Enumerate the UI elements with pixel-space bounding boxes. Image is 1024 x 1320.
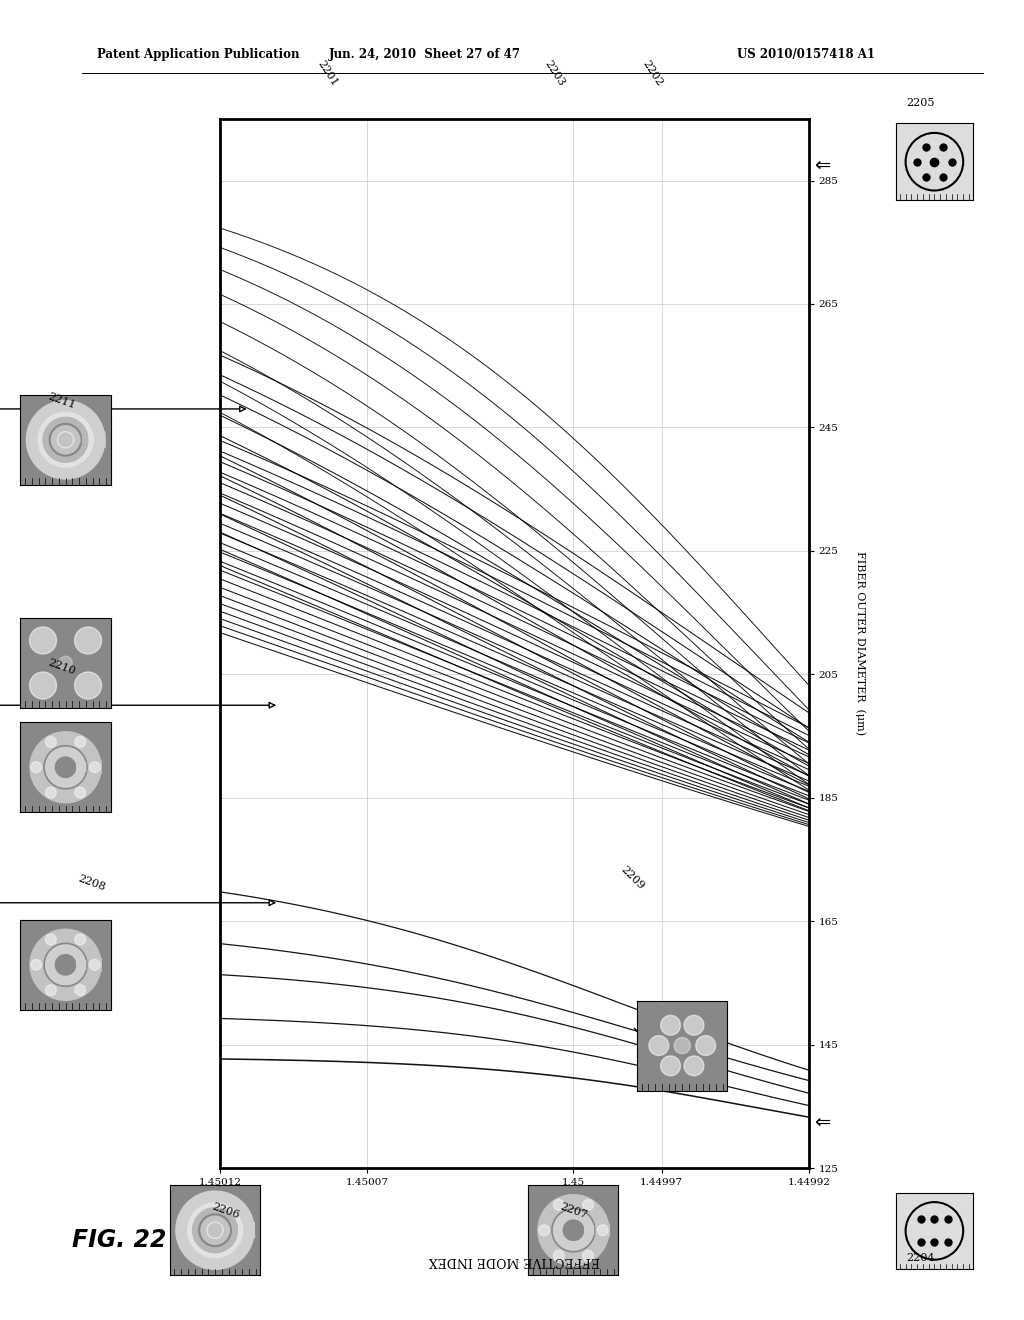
Circle shape <box>45 985 56 995</box>
Circle shape <box>553 1250 564 1261</box>
Circle shape <box>45 787 56 799</box>
Text: 2205: 2205 <box>906 98 935 108</box>
Text: US 2010/0157418 A1: US 2010/0157418 A1 <box>737 48 876 61</box>
Circle shape <box>539 1225 550 1236</box>
Circle shape <box>58 656 73 669</box>
Circle shape <box>684 1015 703 1035</box>
Circle shape <box>553 1200 564 1210</box>
Text: EFFECTIVE MODE INDEX: EFFECTIVE MODE INDEX <box>429 1254 600 1267</box>
Circle shape <box>660 1015 680 1035</box>
Circle shape <box>45 737 56 747</box>
Circle shape <box>75 935 86 945</box>
Circle shape <box>89 762 100 772</box>
Circle shape <box>695 1036 716 1056</box>
Circle shape <box>75 787 86 799</box>
Circle shape <box>597 1225 608 1236</box>
Text: Jun. 24, 2010  Sheet 27 of 47: Jun. 24, 2010 Sheet 27 of 47 <box>329 48 521 61</box>
Text: 2208: 2208 <box>77 874 106 892</box>
Circle shape <box>207 1222 223 1238</box>
Text: 2202: 2202 <box>641 58 665 88</box>
Text: 2207: 2207 <box>558 1201 589 1221</box>
Text: 2210: 2210 <box>46 657 76 676</box>
Text: 2211: 2211 <box>46 392 76 411</box>
Text: 2204: 2204 <box>906 1253 935 1263</box>
Circle shape <box>583 1250 594 1261</box>
Circle shape <box>660 1056 680 1076</box>
Circle shape <box>30 672 56 700</box>
Circle shape <box>31 960 42 970</box>
Text: 2209: 2209 <box>618 865 646 892</box>
Circle shape <box>649 1036 669 1056</box>
Circle shape <box>45 935 56 945</box>
Circle shape <box>75 627 101 653</box>
Circle shape <box>75 985 86 995</box>
Text: ⇐: ⇐ <box>814 1113 830 1131</box>
Y-axis label: FIBER OUTER DIAMETER  (μm): FIBER OUTER DIAMETER (μm) <box>855 552 865 735</box>
Text: Patent Application Publication: Patent Application Publication <box>97 48 300 61</box>
Text: 2201: 2201 <box>315 58 340 88</box>
Circle shape <box>684 1056 703 1076</box>
Text: FIG. 22: FIG. 22 <box>72 1229 166 1253</box>
Text: 2203: 2203 <box>543 58 566 88</box>
Text: 2206: 2206 <box>210 1201 241 1221</box>
Circle shape <box>583 1200 594 1210</box>
Text: ⇐: ⇐ <box>814 156 830 174</box>
Circle shape <box>75 737 86 747</box>
Circle shape <box>674 1038 690 1053</box>
Circle shape <box>57 432 74 447</box>
Circle shape <box>89 960 100 970</box>
Circle shape <box>30 627 56 653</box>
Circle shape <box>75 672 101 700</box>
Circle shape <box>31 762 42 772</box>
